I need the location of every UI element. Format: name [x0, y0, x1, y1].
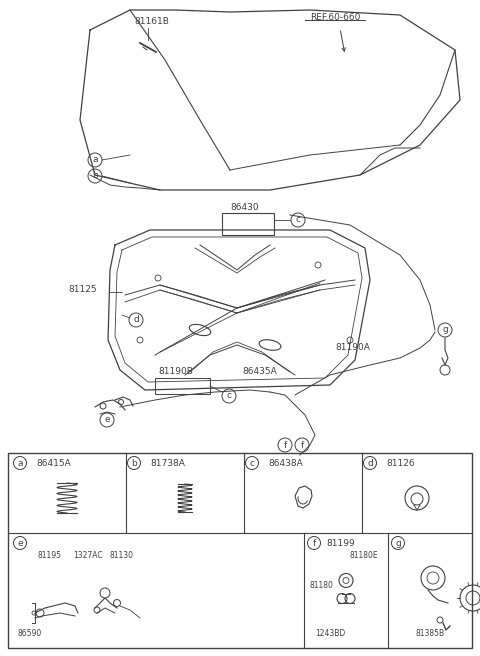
Text: a: a	[17, 459, 23, 468]
Text: f: f	[283, 440, 287, 449]
Text: 81199: 81199	[326, 539, 355, 548]
Text: 81190A: 81190A	[335, 344, 370, 352]
Text: 86435A: 86435A	[242, 367, 277, 377]
Text: 81738A: 81738A	[150, 459, 185, 468]
Text: c: c	[227, 392, 231, 401]
Bar	[155, 378, 210, 394]
Text: f: f	[300, 440, 304, 449]
Text: d: d	[367, 459, 373, 468]
Text: d: d	[133, 316, 139, 325]
Text: g: g	[395, 539, 401, 548]
Text: e: e	[17, 539, 23, 548]
Text: a: a	[92, 155, 98, 165]
Bar	[222, 213, 274, 235]
Bar	[8, 453, 472, 648]
Text: 86590: 86590	[18, 629, 42, 638]
Text: REF.60-660: REF.60-660	[310, 12, 360, 22]
Text: g: g	[442, 325, 448, 335]
Text: f: f	[312, 539, 316, 548]
Text: 81195: 81195	[38, 551, 62, 560]
Text: 86415A: 86415A	[36, 459, 71, 468]
Text: b: b	[92, 171, 98, 180]
Text: 81180: 81180	[310, 581, 334, 590]
Text: c: c	[250, 459, 254, 468]
Text: c: c	[296, 216, 300, 224]
Text: 86430: 86430	[230, 203, 259, 213]
Text: e: e	[104, 415, 110, 424]
Text: b: b	[131, 459, 137, 468]
Text: 81161B: 81161B	[134, 18, 169, 26]
Text: 81180E: 81180E	[350, 551, 379, 560]
Text: 86438A: 86438A	[268, 459, 303, 468]
Text: 81130: 81130	[110, 551, 134, 560]
Text: 81126: 81126	[386, 459, 415, 468]
Text: 81385B: 81385B	[415, 629, 444, 638]
Text: 81125: 81125	[68, 285, 96, 295]
Text: 1243BD: 1243BD	[315, 629, 345, 638]
Text: 81190B: 81190B	[158, 367, 193, 377]
Text: 1327AC: 1327AC	[73, 551, 103, 560]
